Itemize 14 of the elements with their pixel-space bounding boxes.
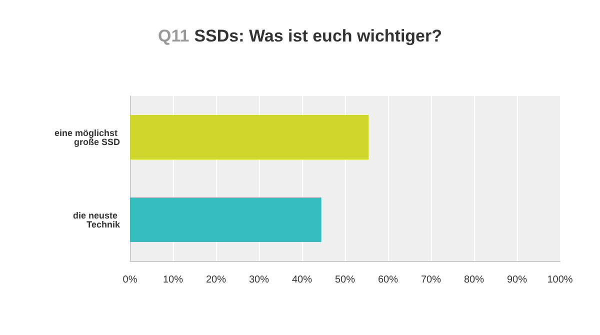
y-tick-label: eine möglichst große SSD [54, 128, 120, 147]
x-tick-label: 0% [122, 274, 138, 286]
y-tick-label: die neuste Technik [72, 210, 121, 230]
x-tick-label: 100% [547, 274, 573, 286]
x-tick-label: 60% [378, 274, 398, 286]
x-tick-label: 10% [162, 274, 184, 286]
chart-title: Q11 SSDs: Was ist euch wichtiger? [158, 26, 442, 46]
x-tick-label: 40% [292, 274, 312, 286]
x-tick-label: 20% [206, 274, 226, 286]
x-tick-label: 90% [506, 274, 528, 286]
x-tick-label: 80% [464, 274, 484, 286]
x-tick-label: 50% [334, 274, 356, 286]
x-tick-label: 70% [420, 274, 442, 286]
x-tick-label: 30% [248, 274, 270, 286]
